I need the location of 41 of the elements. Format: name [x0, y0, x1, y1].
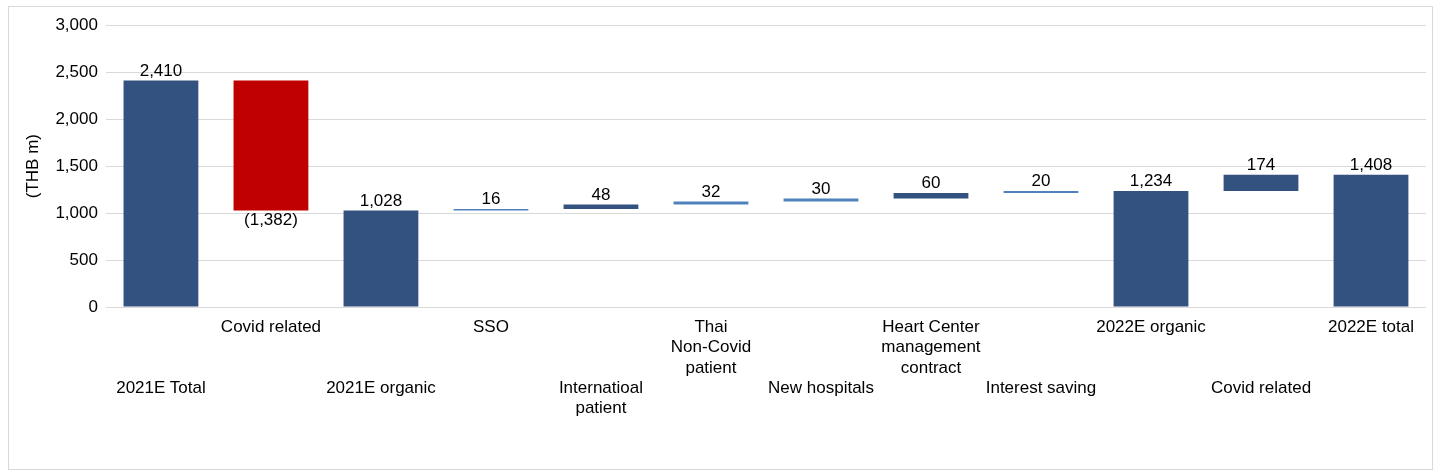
data-label: 48	[591, 184, 611, 204]
x-tick-label: Internatioal patient	[558, 378, 644, 418]
data-label: (1,382)	[244, 209, 298, 229]
x-tick-label: 2022E organic	[1096, 316, 1207, 336]
y-tick-label: 2,500	[55, 61, 98, 81]
data-label: 20	[1031, 171, 1051, 191]
data-label: 60	[921, 173, 941, 193]
bar	[123, 80, 199, 307]
bar	[893, 192, 969, 199]
data-label: 1,408	[1349, 154, 1393, 174]
x-tick-label: 2021E organic	[326, 378, 437, 398]
y-tick-label: 2,000	[55, 108, 98, 128]
y-tick-label: 3,000	[55, 14, 98, 34]
bar	[563, 204, 639, 209]
data-label: 16	[481, 189, 501, 209]
data-label: 1,234	[1129, 171, 1173, 191]
x-tick-label: Covid related	[220, 316, 322, 336]
data-label: 1,028	[359, 190, 403, 210]
x-tick-label: Covid related	[1210, 378, 1312, 398]
bar	[1113, 191, 1189, 307]
y-axis-title: (THB m)	[22, 133, 42, 199]
bar	[1223, 174, 1299, 192]
bar	[673, 201, 749, 205]
x-tick-label: 2021E Total	[116, 378, 206, 398]
data-label: 32	[701, 181, 721, 201]
data-label: 2,410	[139, 60, 183, 80]
data-label: 174	[1246, 154, 1276, 174]
x-tick-label: New hospitals	[768, 378, 874, 398]
y-tick-label: 0	[88, 296, 98, 316]
data-label: 30	[811, 178, 831, 198]
bar	[233, 80, 309, 211]
x-tick-label: Interest saving	[985, 378, 1097, 398]
bar	[343, 210, 419, 307]
x-tick-label: Thai Non-Covid patient	[670, 316, 752, 377]
bar	[1333, 174, 1409, 307]
y-tick-label: 1,500	[55, 155, 98, 175]
y-tick-label: 1,000	[55, 202, 98, 222]
x-tick-label: 2022E total	[1327, 316, 1415, 336]
y-tick-label: 500	[69, 249, 98, 269]
x-tick-label: SSO	[473, 316, 509, 336]
x-tick-label: Heart Center management contract	[881, 316, 981, 377]
